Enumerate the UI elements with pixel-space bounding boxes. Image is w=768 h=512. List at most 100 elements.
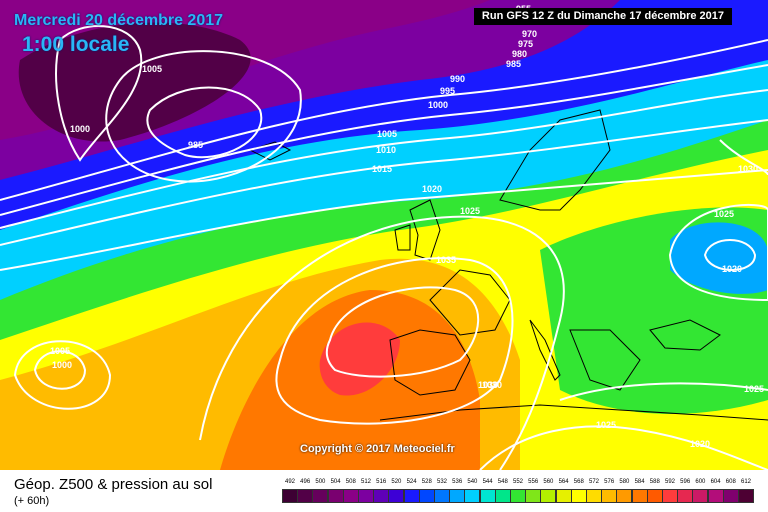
coastline-iberia — [389, 329, 471, 396]
color-scale-value: 508 — [345, 479, 356, 485]
isobar-high-1030 — [275, 257, 514, 425]
color-scale-value: 536 — [452, 479, 463, 485]
coastline-iceland — [248, 141, 292, 161]
color-scale-value: 528 — [421, 479, 432, 485]
color-scale-swatch — [297, 489, 314, 503]
color-scale-value: 548 — [497, 479, 508, 485]
coastline-scandinavia — [499, 109, 611, 211]
color-scale-swatch — [646, 489, 663, 503]
color-scale-value: 608 — [725, 479, 736, 485]
isobar-north-3 — [0, 89, 768, 229]
color-scale-value: 524 — [406, 479, 417, 485]
color-scale-value: 504 — [330, 479, 341, 485]
isobar-east-1030 — [719, 139, 768, 176]
color-scale-value: 540 — [467, 479, 478, 485]
isobar-label: 1030 — [482, 380, 502, 390]
isobar-label: 1000 — [52, 360, 72, 370]
isobar-label: 985 — [506, 59, 521, 69]
copyright-notice: Copyright © 2017 Meteociel.fr — [300, 443, 455, 455]
isobar-south-2 — [559, 382, 768, 401]
color-scale-value: 532 — [436, 479, 447, 485]
color-scale-value: 580 — [619, 479, 630, 485]
color-scale-value: 512 — [360, 479, 371, 485]
isobar-label: 1005 — [377, 129, 397, 139]
isobar-low-west-outer — [13, 340, 112, 410]
forecast-local-time: 1:00 locale — [22, 33, 130, 56]
color-scale-swatch — [282, 489, 298, 503]
geopotential-map: 955 970 975 980 985 990 995 1000 1005 10… — [0, 0, 768, 470]
forecast-date: Mercredi 20 décembre 2017 — [14, 12, 224, 29]
isobar-layer — [0, 25, 768, 470]
color-scale-swatch — [601, 489, 618, 503]
isobar-label: 1005 — [142, 64, 162, 74]
isobar-label: 975 — [518, 39, 533, 49]
isobar-high-1035 — [325, 286, 480, 378]
color-scale-swatch — [464, 489, 481, 503]
color-scale-value: 588 — [649, 479, 660, 485]
legend-footer: Géop. Z500 & pression au sol (+ 60h) 492… — [0, 470, 768, 512]
isobar-far-northwest — [55, 25, 143, 162]
color-scale-swatch — [707, 489, 724, 503]
color-scale-swatch — [510, 489, 526, 503]
color-scale-swatch — [586, 489, 602, 503]
isobar-label: 1000 — [70, 124, 90, 134]
isobar-label: 1025 — [460, 206, 480, 216]
color-scale-value: 612 — [740, 479, 751, 485]
coastline-ireland — [394, 224, 411, 251]
color-scale: 492 496 500 504 508 512 516 520 524 528 532 536 540 5… — [282, 476, 754, 508]
color-scale-swatch — [555, 489, 572, 503]
color-scale-value: 492 — [284, 479, 295, 485]
isobar-low-east-inner — [703, 239, 757, 271]
isobar-label: 1030 — [738, 164, 758, 174]
color-scale-swatch — [373, 489, 390, 503]
isobar-label: 1025 — [714, 209, 734, 219]
isobar-label: 1005 — [50, 346, 70, 356]
color-scale-swatch — [662, 489, 678, 503]
isobar-south-1 — [479, 425, 768, 470]
isobar-label: 980 — [512, 49, 527, 59]
color-scale-value: 520 — [391, 479, 402, 485]
color-scale-value: 500 — [315, 479, 326, 485]
isobar-label: 985 — [188, 140, 203, 150]
color-scale-swatch — [722, 489, 739, 503]
color-scale-value: 516 — [376, 479, 387, 485]
color-scale-value: 584 — [634, 479, 645, 485]
coastline-british-isles — [409, 199, 441, 261]
isobar-label: 1010 — [376, 145, 396, 155]
isobar-label: 1030 — [478, 380, 498, 390]
isobar-label: 970 — [522, 29, 537, 39]
isobar-low-east-outer — [668, 203, 768, 302]
color-scale-swatch — [631, 489, 648, 503]
color-scale-swatch — [494, 489, 511, 503]
isobar-mid-1 — [0, 169, 768, 271]
coastline-black-sea — [649, 319, 721, 351]
model-run-label: Run GFS 12 Z du Dimanche 17 décembre 201… — [473, 8, 732, 25]
color-scale-swatch — [525, 489, 542, 503]
color-scale-swatch — [479, 489, 496, 503]
coastline-italy — [529, 319, 561, 381]
color-scale-value: 576 — [604, 479, 615, 485]
color-scale-swatch — [434, 489, 450, 503]
color-scale-swatch — [692, 489, 709, 503]
color-scale-swatch — [312, 489, 329, 503]
isobar-label: 1020 — [422, 184, 442, 194]
color-scale-value: 596 — [680, 479, 691, 485]
isobar-low-northwest — [146, 86, 263, 159]
z500-field-cyan-east — [670, 222, 768, 294]
color-scale-swatch — [403, 489, 420, 503]
isobar-low-west — [33, 350, 87, 390]
color-scale-swatch — [449, 489, 466, 503]
color-scale-value: 552 — [512, 479, 523, 485]
color-scale-value: 496 — [300, 479, 311, 485]
coastline-balkans — [569, 329, 641, 391]
color-scale-value: 568 — [573, 479, 584, 485]
isobar-label: 1035 — [436, 255, 456, 265]
color-scale-value: 592 — [664, 479, 675, 485]
isobar-label: 1000 — [428, 100, 448, 110]
isobar-high-outer — [199, 215, 565, 470]
color-scale-swatch — [342, 489, 359, 503]
color-scale-value: 600 — [695, 479, 706, 485]
color-scale-value: 544 — [482, 479, 493, 485]
color-scale-swatch — [677, 489, 694, 503]
